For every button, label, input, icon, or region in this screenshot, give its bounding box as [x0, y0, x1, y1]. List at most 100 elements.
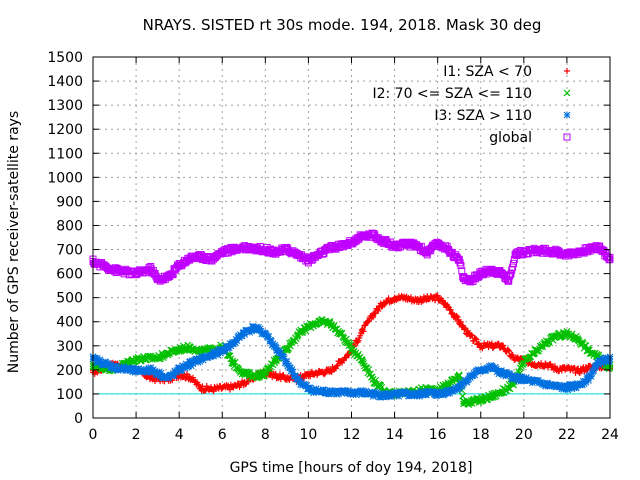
series-3-point-16 [294, 376, 302, 383]
series-3-sample [417, 390, 424, 398]
series-3-point-34 [488, 364, 495, 371]
series-3-point-25 [391, 391, 398, 399]
series-3-sample [96, 356, 104, 364]
y-tick-label-12: 1200 [47, 122, 83, 138]
series-2-sample [377, 382, 385, 389]
series-4-point-19 [315, 250, 323, 258]
series-3-point-6 [186, 360, 194, 368]
series-3-sample [499, 371, 507, 379]
series-1-point-43 [585, 364, 592, 371]
series-3-point-41 [563, 384, 571, 392]
series-3-point-42 [574, 382, 582, 389]
series-4-point-9 [207, 255, 215, 263]
series-2-point-2 [132, 355, 140, 363]
series-4-point-37 [498, 270, 506, 278]
series-3-point-44 [595, 358, 603, 365]
x-tick-label-9: 18 [472, 427, 490, 443]
series-3-sample [394, 389, 402, 397]
series-1-point-10 [230, 383, 237, 390]
series-1-point-31 [456, 318, 463, 325]
series-4-point-8 [197, 253, 205, 261]
series-3-sample [343, 390, 351, 398]
series-3-point-12 [251, 324, 258, 332]
series-1-sample [355, 337, 362, 344]
series-3-sample [518, 373, 526, 381]
series-1-point-41 [563, 365, 570, 372]
legend-label-1: I1: SZA < 70 [443, 64, 532, 80]
series-1-point-18 [316, 369, 323, 376]
series-3-sample [590, 367, 598, 374]
series-3-point-15 [283, 360, 291, 368]
series-2-sample [231, 358, 239, 366]
series-2-point-10 [229, 359, 237, 367]
series-4-point-15 [272, 248, 280, 256]
series-3-sample [600, 358, 608, 366]
series-1-point-9 [219, 384, 226, 391]
series-4-point-21 [337, 242, 345, 250]
series-4-point-25 [380, 237, 388, 245]
series-1-sample [461, 326, 468, 333]
series-3-sample [492, 363, 499, 371]
series-2-point-6 [186, 343, 194, 351]
series-1-sample [506, 348, 513, 355]
series-4-point-20 [326, 244, 334, 252]
series-3-point-23 [369, 390, 377, 398]
series-1-sample [472, 335, 479, 342]
series-3-point-40 [552, 383, 560, 391]
series-3-point-7 [197, 355, 205, 363]
y-tick-label-3: 300 [56, 339, 83, 355]
series-1-point-32 [466, 333, 473, 340]
series-3-sample [248, 327, 255, 335]
series-2-point-30 [445, 380, 452, 388]
series-4-point-35 [477, 270, 485, 278]
series-3-sample [107, 361, 115, 369]
series-3-sample [595, 361, 603, 368]
series-3-sample [463, 379, 471, 386]
series-2-point-36 [498, 388, 506, 395]
x-tick-label-2: 4 [175, 427, 184, 443]
series-3-sample [327, 390, 335, 398]
x-tick-label-1: 2 [132, 427, 141, 443]
x-tick-label-4: 8 [261, 427, 270, 443]
series-3-point-36 [509, 373, 517, 381]
series-1-point-33 [477, 342, 484, 349]
series-3-point-18 [315, 388, 323, 395]
series-3-sample [156, 373, 164, 380]
series-1-point-36 [510, 354, 517, 361]
series-1-sample [505, 347, 512, 354]
series-3-sample [256, 325, 264, 333]
series-1-sample [280, 371, 287, 378]
series-4-point-44 [563, 250, 571, 258]
series-3-sample [433, 392, 441, 399]
series-2-point-12 [251, 372, 258, 380]
y-tick-label-14: 1400 [47, 74, 83, 90]
series-2-point-39 [531, 349, 539, 357]
series-2-point-34 [477, 396, 485, 404]
series-1-point-6 [186, 374, 193, 381]
series-2-point-13 [261, 370, 269, 377]
series-4-point-26 [391, 242, 399, 250]
series-3-sample [217, 349, 224, 357]
series-4-point-32 [455, 256, 463, 264]
series-3-point-28 [423, 389, 431, 397]
series-1-point-34 [488, 342, 495, 349]
series-1-point-17 [305, 371, 312, 378]
series-3-point-26 [401, 390, 409, 398]
series-4-point-18 [304, 256, 312, 264]
series-2-point-31 [455, 372, 463, 380]
series-2-point-11 [240, 370, 248, 377]
series-1-point-15 [283, 375, 290, 382]
series-3-sample [568, 385, 576, 393]
series-4-point-36 [488, 266, 496, 274]
series-3-point-1 [111, 364, 118, 371]
series-3-sample [471, 371, 479, 379]
series-1-sample [333, 362, 340, 369]
y-tick-label-7: 700 [56, 243, 83, 259]
series-4-point-29 [423, 249, 431, 257]
series-2-point-32 [460, 397, 467, 405]
series-4-point-47 [595, 243, 603, 251]
series-4-point-6 [175, 261, 183, 269]
series-4-point-28 [412, 241, 420, 249]
series-1-point-23 [370, 311, 377, 318]
series-3-point-38 [531, 378, 538, 386]
